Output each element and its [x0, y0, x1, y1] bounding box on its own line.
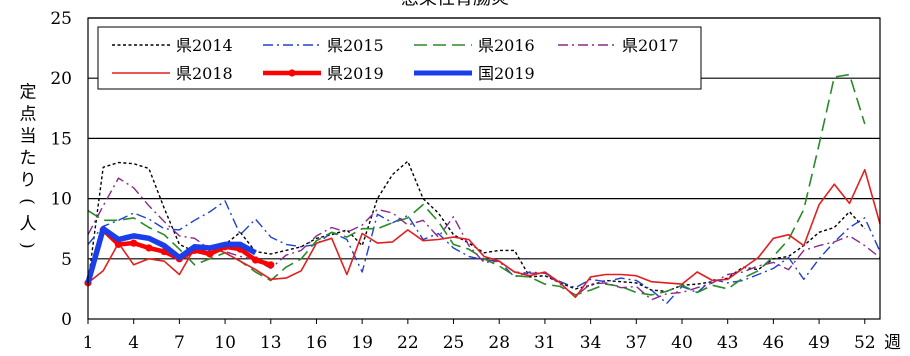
x-tick-label: 16	[306, 333, 328, 352]
x-tick-label: 1	[83, 333, 94, 352]
x-tick-label: 13	[260, 333, 282, 352]
y-tick-label: 5	[61, 250, 72, 270]
legend-label-3: 県2017	[622, 36, 679, 55]
x-tick-label: 52	[854, 333, 876, 352]
plot-frame	[87, 17, 881, 320]
x-tick-label: 7	[174, 333, 185, 352]
y-label-char: 当	[20, 127, 37, 147]
x-tick-label: 46	[763, 333, 785, 352]
legend-box	[97, 26, 702, 90]
legend-marker-5	[288, 69, 296, 77]
x-tick-label: 40	[671, 333, 693, 352]
y-label-char: (	[17, 198, 37, 205]
chart-title: 感染性胃腸炎	[401, 0, 509, 9]
x-tick-label: 31	[534, 333, 556, 352]
series-point-5	[267, 261, 275, 269]
y-label-char: )	[17, 242, 37, 249]
y-tick-label: 15	[50, 129, 72, 149]
x-tick-label: 22	[397, 333, 419, 352]
y-label-char: 点	[20, 105, 37, 125]
x-tick-label: 25	[443, 333, 465, 352]
series-line-6	[85, 225, 257, 284]
series-line-3	[87, 177, 881, 301]
legend-label-6: 国2019	[478, 64, 535, 83]
series-line-4	[87, 168, 881, 299]
x-axis-label: 週	[884, 333, 901, 352]
y-tick-label: 10	[50, 190, 72, 210]
x-tick-label: 28	[488, 333, 510, 352]
legend-label-1: 県2015	[327, 36, 384, 55]
series-lines	[84, 73, 881, 304]
series-line-1	[87, 200, 881, 304]
y-tick-label: 20	[50, 69, 72, 89]
legend-label-2: 県2016	[478, 36, 535, 55]
x-tick-label: 4	[128, 333, 139, 352]
series-point-5	[130, 239, 138, 247]
series-point-5	[114, 240, 123, 248]
series-line-0	[87, 160, 866, 292]
series-point-5	[206, 250, 214, 258]
legend: 県2014 県2015 県2016 県2017 県2018 県2019 国2019	[97, 26, 702, 90]
x-tick-label: 37	[625, 333, 647, 352]
legend-label-5: 県2019	[327, 64, 384, 83]
x-tick-label: 49	[808, 333, 830, 352]
y-tick-label: 0	[61, 310, 72, 330]
x-tick-label: 43	[717, 333, 739, 352]
x-tick-label: 19	[351, 333, 373, 352]
y-label-char: 人	[20, 215, 37, 235]
series-point-5	[145, 244, 153, 252]
y-label-char: 定	[20, 83, 37, 103]
series-point-5	[251, 256, 260, 264]
legend-label-0: 県2014	[176, 36, 233, 55]
y-label-char: た	[20, 149, 37, 169]
legend-label-4: 県2018	[176, 64, 233, 83]
y-label-char: り	[20, 171, 37, 191]
axes: 0 5 10 15 20 25 1 4 7 10 13 16 19 22 25 28 31 34 37 40 43 46 4…	[50, 9, 881, 353]
y-tick-label: 25	[50, 9, 72, 29]
series-line-2	[87, 73, 866, 296]
x-tick-label: 34	[580, 333, 602, 352]
x-tick-label: 10	[214, 333, 236, 352]
